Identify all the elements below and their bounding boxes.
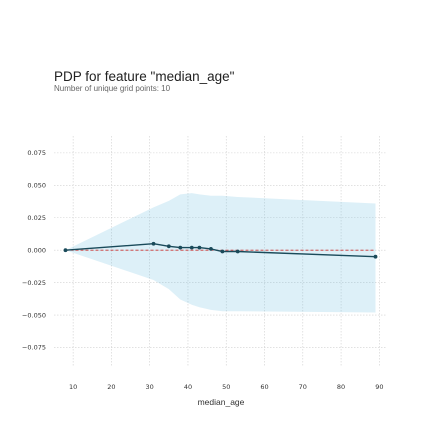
x-tick-label: 40 [184, 383, 192, 391]
pdp-series [63, 241, 378, 259]
y-tick-label: −0.025 [22, 279, 46, 287]
confidence-band-area [65, 193, 376, 313]
y-tick-label: −0.075 [22, 344, 46, 352]
pdp-point [189, 245, 194, 250]
y-tick-label: 0.075 [27, 149, 46, 157]
chart-title: PDP for feature "median_age" [54, 69, 235, 84]
pdp-point [63, 248, 68, 253]
y-tick-label: 0.050 [27, 182, 46, 190]
confidence-band [65, 193, 376, 313]
pdp-line [65, 243, 376, 258]
x-tick-label: 80 [337, 383, 345, 391]
y-tick-label: −0.050 [22, 311, 46, 319]
pdp-point [151, 241, 156, 246]
x-tick-label: 90 [375, 383, 383, 391]
x-tick-label: 70 [299, 383, 307, 391]
x-tick-label: 50 [222, 383, 230, 391]
x-tick-label: 60 [260, 383, 268, 391]
x-tick-labels: 10 20 30 40 50 60 70 80 90 [69, 383, 383, 391]
pdp-point [197, 245, 202, 250]
pdp-point [220, 249, 225, 254]
x-tick-label: 20 [107, 383, 115, 391]
y-tick-labels: 0.075 0.050 0.025 0.000 −0.025 −0.050 −0.075 [22, 149, 46, 352]
chart-subtitle: Number of unique grid points: 10 [54, 84, 171, 93]
x-axis-label: median_age [198, 397, 245, 407]
pdp-point [166, 244, 171, 249]
pdp-point [209, 247, 213, 251]
y-tick-label: 0.000 [27, 246, 46, 254]
pdp-point [178, 245, 183, 250]
x-tick-label: 10 [69, 383, 77, 391]
x-tick-label: 30 [146, 383, 154, 391]
pdp-point [235, 249, 240, 254]
y-tick-label: 0.025 [27, 214, 46, 222]
pdp-point [373, 254, 378, 259]
